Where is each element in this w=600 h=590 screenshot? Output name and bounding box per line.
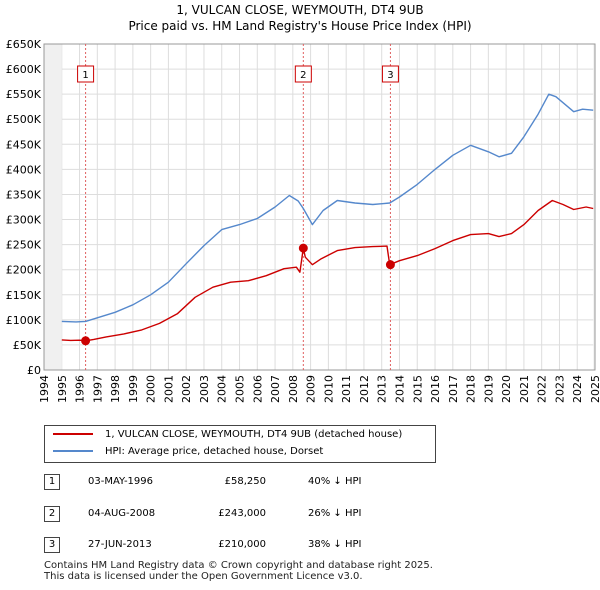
x-tick-label: 2009 <box>305 375 318 403</box>
legend: 1, VULCAN CLOSE, WEYMOUTH, DT4 9UB (deta… <box>44 425 436 463</box>
x-tick-label: 2014 <box>393 375 406 403</box>
sale-marker-box <box>294 65 312 83</box>
x-tick-label: 2021 <box>518 375 531 403</box>
sale-marker-label: 1 <box>82 70 88 81</box>
chart-title-line2: Price paid vs. HM Land Registry's House … <box>128 19 472 33</box>
y-tick-label: £600K <box>6 63 42 76</box>
sale-number: 2 <box>44 506 60 522</box>
x-tick-label: 2023 <box>553 375 566 403</box>
price-chart: £0 £50K £100K £150K £200K £250K £300K £350K £400… <box>6 38 600 403</box>
x-tick-label: 2015 <box>411 375 424 403</box>
x-tick-label: 1999 <box>127 375 140 403</box>
plot-frame <box>43 43 596 371</box>
legend-label-hpi: HPI: Average price, detached house, Dors… <box>105 446 324 457</box>
y-tick-label: £500K <box>6 113 42 126</box>
x-tick-label: 2002 <box>180 375 193 403</box>
x-tick-label: 1995 <box>56 375 69 403</box>
x-tick-label: 2017 <box>447 375 460 403</box>
chart-title-line1: 1, VULCAN CLOSE, WEYMOUTH, DT4 9UB <box>176 3 424 17</box>
y-tick-label: £250K <box>6 239 42 252</box>
x-tick-label: 2025 <box>589 375 600 403</box>
footer-copyright: Contains HM Land Registry data © Crown c… <box>44 560 433 571</box>
y-tick-label: £150K <box>6 289 42 302</box>
sale-marker-box <box>77 65 95 83</box>
series-line-property <box>61 199 594 342</box>
x-tick-label: 2005 <box>234 375 247 403</box>
pre-data-region <box>44 44 62 370</box>
x-tick-label: 2018 <box>465 375 478 403</box>
x-tick-label: 1994 <box>38 375 51 403</box>
sale-number: 3 <box>44 537 60 553</box>
y-tick-label: £200K <box>6 264 42 277</box>
sale-marker-label: 3 <box>387 70 393 81</box>
sale-hpi-diff: 26% ↓ HPI <box>308 508 362 519</box>
legend-item-property: 1, VULCAN CLOSE, WEYMOUTH, DT4 9UB (deta… <box>53 427 402 443</box>
legend-item-hpi: HPI: Average price, detached house, Dors… <box>53 444 323 460</box>
x-tick-label: 2001 <box>162 375 175 403</box>
sale-row: 2 04-AUG-2008 £243,000 26% ↓ HPI <box>40 504 460 524</box>
x-tick-label: 1996 <box>74 375 87 403</box>
footer-license: This data is licensed under the Open Gov… <box>44 571 363 582</box>
x-tick-label: 2003 <box>198 375 211 403</box>
legend-label-property: 1, VULCAN CLOSE, WEYMOUTH, DT4 9UB (deta… <box>105 429 403 440</box>
sale-hpi-diff: 40% ↓ HPI <box>308 476 362 487</box>
sale-date: 27-JUN-2013 <box>88 539 152 550</box>
y-tick-label: £300K <box>6 214 42 227</box>
sale-row: 3 27-JUN-2013 £210,000 38% ↓ HPI <box>40 535 460 555</box>
chart-title: 1, VULCAN CLOSE, WEYMOUTH, DT4 9UB Price… <box>0 2 600 34</box>
sale-date: 04-AUG-2008 <box>88 508 156 519</box>
sale-marker-box <box>381 65 399 83</box>
x-tick-label: 2016 <box>429 375 442 403</box>
sale-date: 03-MAY-1996 <box>88 476 154 487</box>
x-tick-label: 2007 <box>269 375 282 403</box>
sale-price: £243,000 <box>218 508 266 519</box>
legend-swatch-hpi <box>53 450 93 452</box>
x-tick-label: 1997 <box>91 375 104 403</box>
x-tick-label: 2020 <box>500 375 513 403</box>
footer: Contains HM Land Registry data © Crown c… <box>44 560 433 582</box>
y-tick-label: £0 <box>27 364 41 377</box>
x-tick-label: 2000 <box>145 375 158 403</box>
sale-number: 1 <box>44 474 60 490</box>
x-tick-label: 2008 <box>287 375 300 403</box>
x-tick-label: 2006 <box>251 375 264 403</box>
x-tick-label: 2004 <box>216 375 229 403</box>
y-tick-label: £400K <box>6 163 42 176</box>
sale-hpi-diff: 38% ↓ HPI <box>308 539 362 550</box>
x-tick-label: 2019 <box>482 375 495 403</box>
y-tick-label: £50K <box>13 339 42 352</box>
x-tick-label: 1998 <box>109 375 122 403</box>
x-tick-label: 2011 <box>340 375 353 403</box>
y-tick-label: £350K <box>6 188 42 201</box>
series-line-hpi <box>61 93 594 323</box>
sale-marker-label: 2 <box>300 70 306 81</box>
x-tick-label: 2024 <box>571 375 584 403</box>
sale-point <box>81 336 91 346</box>
x-tick-label: 2013 <box>376 375 389 403</box>
plot-area <box>44 44 595 370</box>
y-tick-label: £550K <box>6 88 42 101</box>
sale-point <box>385 260 395 270</box>
y-tick-label: £100K <box>6 314 42 327</box>
sale-row: 1 03-MAY-1996 £58,250 40% ↓ HPI <box>40 472 460 492</box>
legend-swatch-property <box>53 433 93 435</box>
sale-point <box>298 243 308 253</box>
x-tick-label: 2010 <box>322 375 335 403</box>
x-tick-label: 2012 <box>358 375 371 403</box>
x-tick-label: 2022 <box>536 375 549 403</box>
post-data-region <box>593 44 595 370</box>
sale-price: £58,250 <box>224 476 266 487</box>
y-tick-label: £450K <box>6 138 42 151</box>
sale-price: £210,000 <box>218 539 266 550</box>
y-tick-label: £650K <box>6 38 42 51</box>
